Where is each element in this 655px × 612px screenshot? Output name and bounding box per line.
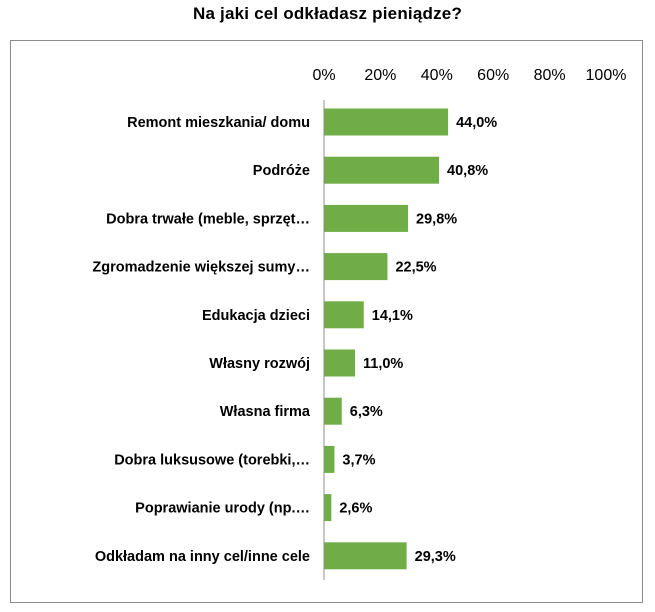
category-label: Dobra luksusowe (torebki,… xyxy=(114,452,310,468)
bar xyxy=(324,445,335,473)
category-label: Podróże xyxy=(253,163,310,179)
data-label: 14,1% xyxy=(372,308,413,324)
category-label: Własna firma xyxy=(220,404,311,420)
category-label: Edukacja dzieci xyxy=(202,308,310,324)
data-label: 11,0% xyxy=(363,356,403,372)
category-label: Poprawianie urody (np.… xyxy=(135,501,310,517)
chart-title: Na jaki cel odkładasz pieniądze? xyxy=(192,4,463,23)
category-label: Własny rozwój xyxy=(209,356,310,372)
bar xyxy=(324,397,342,425)
x-tick-label: 20% xyxy=(364,67,396,84)
category-label: Odkładam na inny cel/inne cele xyxy=(95,549,310,565)
bar xyxy=(324,253,388,281)
data-label: 44,0% xyxy=(456,115,497,131)
data-label: 2,6% xyxy=(339,501,372,517)
plot-area-frame xyxy=(10,40,643,603)
category-labels: Remont mieszkania/ domu Podróże Dobra trwa… xyxy=(92,115,311,565)
bar xyxy=(324,349,356,377)
bar xyxy=(324,494,332,522)
bar xyxy=(324,204,409,232)
data-label: 6,3% xyxy=(350,404,383,420)
category-label: Zgromadzenie większej sumy… xyxy=(92,260,310,276)
category-label: Dobra trwałe (meble, sprzęt… xyxy=(106,211,310,227)
data-label: 29,3% xyxy=(415,549,456,565)
x-tick-label: 40% xyxy=(421,67,453,84)
category-label: Remont mieszkania/ domu xyxy=(127,115,310,131)
bar xyxy=(324,542,407,570)
bar xyxy=(324,156,440,184)
data-labels: 44,0% 40,8% 29,8% 22,5% 14,1% 11,0% 6,3% 3,7% 2,… xyxy=(339,115,497,565)
x-tick-label: 0% xyxy=(312,67,335,84)
x-axis-ticks: 0% 20% 40% 60% 80% 100% xyxy=(312,67,626,84)
bar xyxy=(324,301,364,329)
data-label: 29,8% xyxy=(416,211,457,227)
bars xyxy=(324,108,449,570)
data-label: 3,7% xyxy=(342,452,375,468)
x-tick-label: 60% xyxy=(477,67,509,84)
x-tick-label: 80% xyxy=(534,67,566,84)
data-label: 22,5% xyxy=(395,260,436,276)
bar xyxy=(324,108,449,136)
x-tick-label: 100% xyxy=(586,67,627,84)
data-label: 40,8% xyxy=(447,163,488,179)
